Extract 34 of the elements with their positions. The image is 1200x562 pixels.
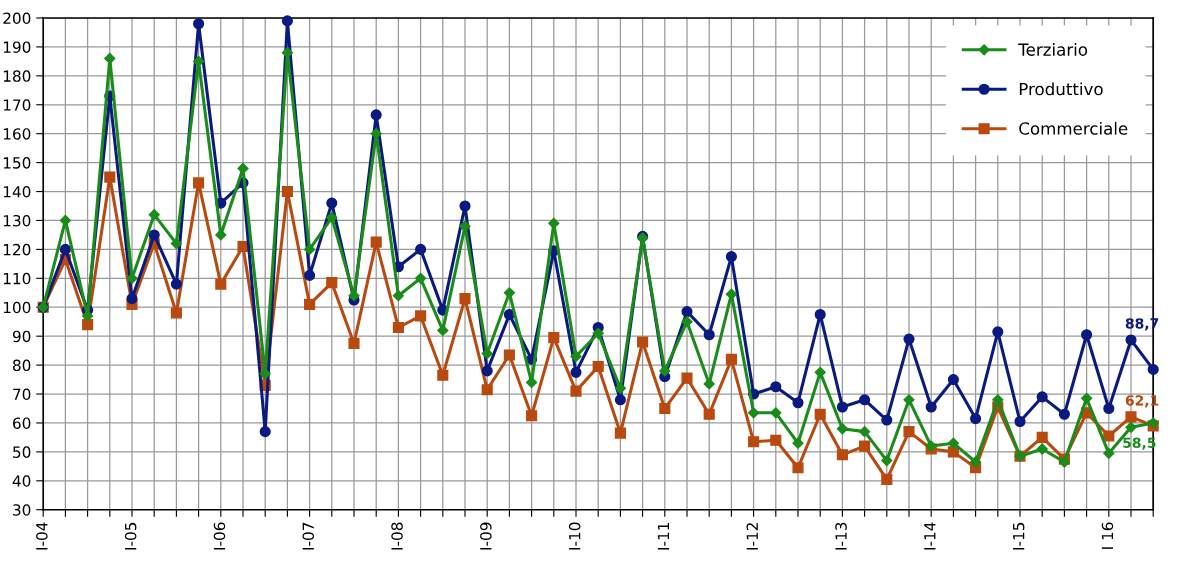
y-tick-label: 110 [3,272,31,285]
y-tick-label: 60 [13,417,31,429]
legend-label: Produttivo [1019,82,1103,96]
y-tick-label: 130 [3,214,31,227]
x-tick-label: I-09 [480,522,492,550]
y-tick-label: 140 [3,186,31,198]
y-tick-label: 40 [12,475,31,487]
y-tick-label: 50 [13,446,31,458]
x-tick-label: I-04 [36,522,48,550]
x-tick-label: I-12 [746,523,758,550]
x-tick-label: I-06 [213,522,226,550]
y-tick-label: 150 [3,157,31,169]
y-tick-label: 170 [3,99,31,111]
x-tick-label: I-07 [302,522,315,550]
y-tick-label: 160 [3,128,31,140]
y-tick-label: 30 [13,504,31,516]
y-tick-label: 80 [12,359,31,372]
legend-label: Commerciale [1019,121,1128,135]
x-tick-label: I-08 [391,522,403,550]
y-tick-label: 200 [3,12,31,25]
x-tick-label: I 16 [1101,522,1114,549]
x-tick-label: I-10 [568,522,581,550]
x-tick-label: I-15 [1013,522,1025,550]
x-tick-label: I-13 [835,522,847,550]
y-tick-label: 100 [3,301,31,314]
x-tick-label: I-05 [124,522,137,550]
x-tick-label: I-11 [657,522,670,550]
x-tick-label: I-14 [924,522,936,550]
y-tick-label: 190 [3,41,31,53]
legend-label: Terziario [1018,42,1088,56]
y-tick-label: 90 [12,330,31,343]
y-tick-label: 180 [3,70,31,82]
y-tick-label: 120 [3,243,31,256]
y-tick-label: 70 [13,388,31,401]
